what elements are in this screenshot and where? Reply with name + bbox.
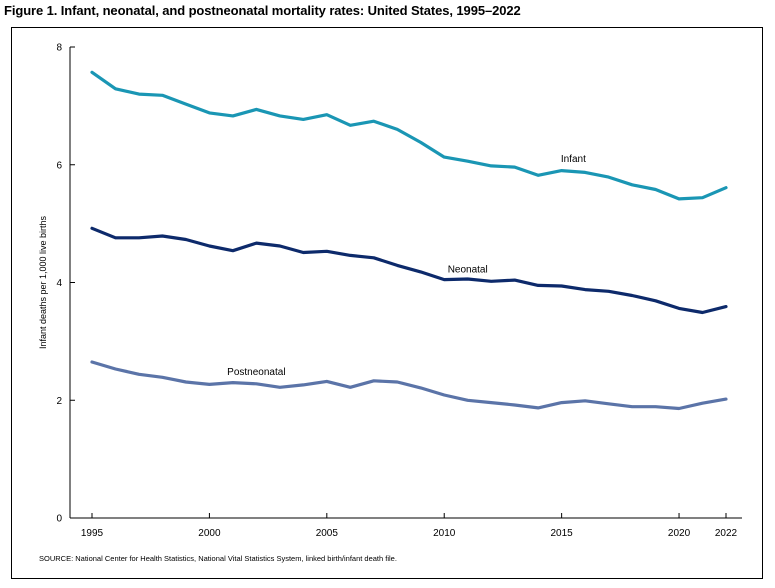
y-ticks: 0 2 4 6 8: [56, 43, 75, 525]
figure-frame: [11, 27, 763, 579]
x-tick-label: 2005: [316, 528, 339, 539]
y-tick-label: 8: [56, 43, 62, 54]
series-labels: Infant Neonatal Postneonatal: [227, 154, 586, 378]
y-tick-label: 2: [56, 396, 62, 407]
y-axis-label: Infant deaths per 1,000 live births: [38, 215, 48, 349]
x-tick-label: 2010: [433, 528, 456, 539]
series-lines: [90, 70, 728, 411]
x-tick-label: 2020: [668, 528, 691, 539]
x-tick-label: 2000: [198, 528, 221, 539]
x-tick-label: 2022: [715, 528, 738, 539]
neonatal-line: [90, 226, 728, 315]
y-tick-label: 0: [56, 514, 62, 525]
x-ticks: 1995 2000 2005 2010 2015 2020 2022: [81, 513, 738, 539]
infant-series-label: Infant: [561, 154, 586, 165]
chart-axes: [69, 47, 742, 519]
y-tick-label: 6: [56, 160, 62, 171]
x-tick-label: 1995: [81, 528, 104, 539]
figure-title: Figure 1. Infant, neonatal, and postneon…: [4, 3, 521, 18]
neonatal-series-label: Neonatal: [448, 264, 488, 275]
postneonatal-line: [90, 360, 728, 411]
infant-line: [90, 70, 728, 201]
x-tick-label: 2015: [551, 528, 574, 539]
postneonatal-series-label: Postneonatal: [227, 367, 285, 378]
y-tick-label: 4: [56, 278, 62, 289]
source-note: SOURCE: National Center for Health Stati…: [39, 554, 397, 563]
